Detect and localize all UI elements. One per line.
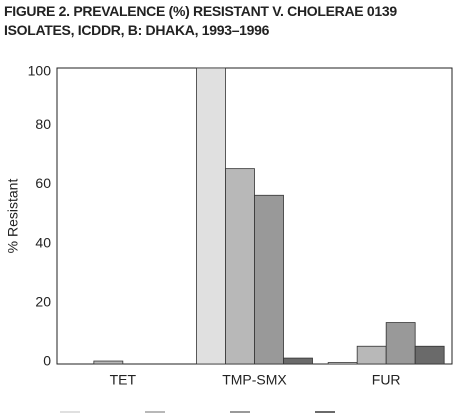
y-tick-label: 60	[35, 175, 51, 191]
y-tick-label: 40	[35, 234, 51, 250]
bar	[356, 345, 387, 365]
bar	[225, 168, 255, 365]
x-tick-label: FUR	[372, 372, 401, 388]
bar	[414, 345, 445, 365]
y-axis-label: % Resistant	[5, 179, 21, 254]
y-tick-label: 20	[35, 294, 51, 310]
bar	[254, 194, 284, 365]
x-tick-label: TMP-SMX	[222, 372, 287, 388]
bar	[196, 67, 226, 365]
x-tick-label: TET	[110, 372, 137, 388]
bar	[283, 357, 313, 365]
y-tick-label: 80	[35, 116, 51, 132]
bar	[93, 360, 124, 365]
chart-title: FIGURE 2. PREVALENCE (%) RESISTANT V. CH…	[4, 3, 397, 38]
y-tick-label: 0	[43, 353, 51, 369]
bar	[385, 322, 416, 365]
bar	[327, 362, 358, 365]
y-tick-label: 100	[28, 63, 52, 79]
